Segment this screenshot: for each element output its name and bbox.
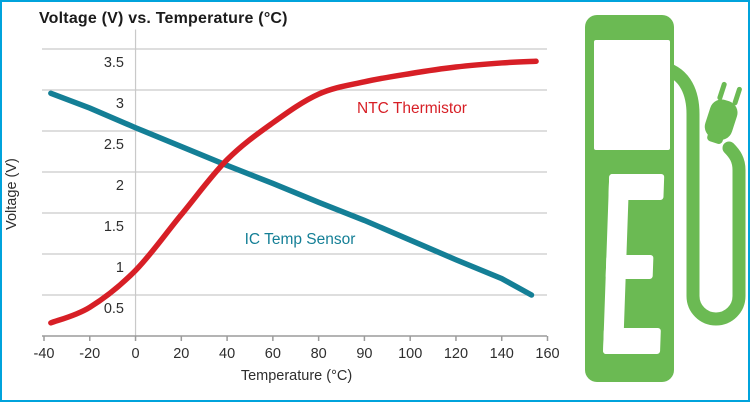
y-tick-label: 2 [116, 178, 124, 194]
x-axis-title: Temperature (°C) [241, 368, 352, 384]
ev-icon-group [585, 15, 746, 382]
voltage-temperature-chart: 0.5 1 1.5 2 2.5 3 3.5 -40 -20 0 20 40 60 80 90 100 120 14… [4, 29, 560, 384]
x-tick-label: -20 [79, 346, 100, 362]
chart-title: Voltage (V) vs. Temperature (°C) [39, 10, 288, 27]
x-tick-label: 100 [398, 346, 422, 362]
y-tick-label: 1 [116, 260, 124, 276]
letter-e [603, 174, 665, 354]
ntc-thermistor-curve [48, 58, 539, 326]
x-tick-label: 40 [219, 346, 235, 362]
x-tick-label: -40 [34, 346, 55, 362]
x-tick-label: 140 [490, 346, 514, 362]
y-tick-label: 2.5 [104, 137, 124, 153]
x-tick-label: 0 [132, 346, 140, 362]
y-tick-label: 0.5 [104, 301, 124, 317]
ev-charging-station-icon [585, 15, 746, 382]
x-tick-label: 20 [173, 346, 189, 362]
x-tick-label: 80 [311, 346, 327, 362]
x-tick-label: 160 [535, 346, 559, 362]
x-tick-label: 90 [356, 346, 372, 362]
charging-station-screen [594, 40, 670, 150]
ic-temp-sensor-label: IC Temp Sensor [245, 231, 356, 248]
y-axis-title: Voltage (V) [4, 158, 20, 230]
y-tick-label: 3.5 [104, 55, 124, 71]
power-plug-icon [704, 81, 742, 144]
x-tick-label: 120 [444, 346, 468, 362]
ntc-thermistor-label: NTC Thermistor [357, 100, 467, 117]
y-tick-label: 1.5 [104, 219, 124, 235]
y-tick-label: 3 [116, 96, 124, 112]
x-tick-label: 60 [265, 346, 281, 362]
charging-cable [657, 61, 746, 326]
ic-temp-sensor-curve [48, 90, 535, 298]
